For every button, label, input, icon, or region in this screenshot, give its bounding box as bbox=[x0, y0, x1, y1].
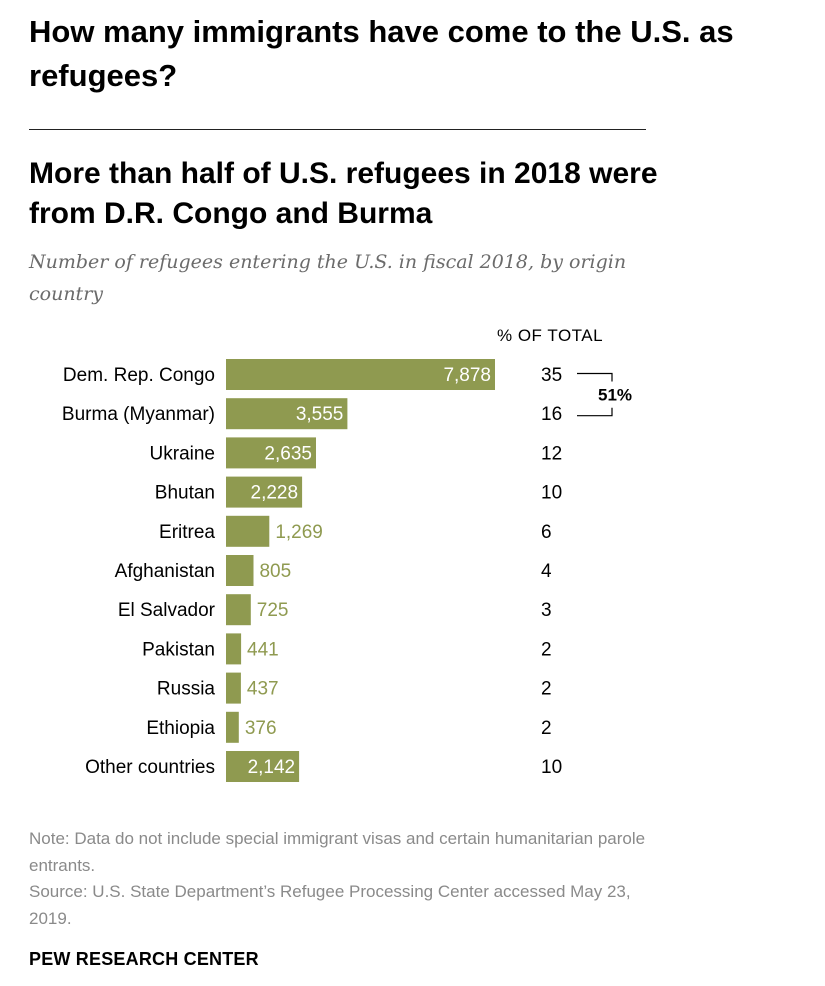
bar-row-other-countries: Other countries 2,142 10 bbox=[85, 751, 562, 782]
bar-dem-rep-congo bbox=[226, 359, 495, 390]
pct-label-eritrea: 6 bbox=[541, 522, 552, 543]
pct-label-ethiopia: 2 bbox=[541, 718, 552, 739]
pct-label-pakistan: 2 bbox=[541, 639, 552, 660]
pct-label-bhutan: 10 bbox=[541, 483, 562, 504]
bar-row-bhutan: Bhutan 2,228 10 bbox=[155, 476, 562, 508]
value-label-other-countries: 2,142 bbox=[248, 757, 296, 778]
category-label-pakistan: Pakistan bbox=[142, 639, 215, 660]
pct-label-dem-rep-congo: 35 bbox=[541, 365, 562, 386]
category-label-ethiopia: Ethiopia bbox=[146, 718, 215, 739]
pct-label-ukraine: 12 bbox=[541, 443, 562, 464]
bar-el-salvador bbox=[226, 594, 251, 626]
bar-eritrea bbox=[226, 515, 270, 547]
category-label-bhutan: Bhutan bbox=[155, 483, 215, 504]
value-label-bhutan: 2,228 bbox=[251, 483, 299, 504]
bar-ukraine bbox=[226, 437, 316, 469]
category-label-eritrea: Eritrea bbox=[159, 522, 215, 543]
category-label-afghanistan: Afghanistan bbox=[115, 561, 215, 582]
chart-notes: Note: Data do not include special immigr… bbox=[29, 826, 669, 932]
value-label-dem-rep-congo: 7,878 bbox=[443, 365, 491, 386]
chart-subtitle: Number of refugees entering the U.S. in … bbox=[29, 251, 627, 305]
bar-burma-myanmar bbox=[226, 398, 348, 430]
page-heading: How many immigrants have come to the U.S… bbox=[29, 14, 734, 93]
category-label-el-salvador: El Salvador bbox=[118, 600, 216, 621]
value-label-pakistan: 441 bbox=[247, 639, 279, 660]
value-label-el-salvador: 725 bbox=[257, 600, 289, 621]
brand-logo-text: PEW RESEARCH CENTER bbox=[29, 949, 259, 969]
chart-title: More than half of U.S. refugees in 2018 … bbox=[29, 157, 658, 230]
value-label-afghanistan: 805 bbox=[259, 561, 291, 582]
bar-rows: Dem. Rep. Congo 7,878 35 Burma (Myanmar) 3,5… bbox=[62, 359, 562, 782]
bar-bhutan bbox=[226, 476, 303, 508]
bar-row-pakistan: Pakistan 441 2 bbox=[142, 633, 552, 665]
value-label-russia: 437 bbox=[247, 679, 279, 700]
bar-other-countries bbox=[226, 751, 300, 782]
pct-label-burma-myanmar: 16 bbox=[541, 404, 562, 425]
bar-row-eritrea: Eritrea 1,269 6 bbox=[159, 515, 552, 547]
category-label-other-countries: Other countries bbox=[85, 757, 215, 778]
bar-row-russia: Russia 437 2 bbox=[157, 672, 552, 704]
bar-row-el-salvador: El Salvador 725 3 bbox=[118, 594, 552, 626]
bracket-label: 51% bbox=[598, 386, 632, 405]
bracket-annotation: 51% bbox=[577, 372, 632, 417]
value-label-ethiopia: 376 bbox=[245, 718, 277, 739]
bar-row-ethiopia: Ethiopia 376 2 bbox=[146, 711, 552, 743]
value-label-eritrea: 1,269 bbox=[275, 522, 323, 543]
category-label-dem-rep-congo: Dem. Rep. Congo bbox=[63, 365, 215, 386]
source-text: Source: U.S. State Department’s Refugee … bbox=[29, 882, 631, 928]
bar-pakistan bbox=[226, 633, 242, 665]
bar-russia bbox=[226, 672, 241, 704]
pct-label-el-salvador: 3 bbox=[541, 600, 552, 621]
value-label-burma-myanmar: 3,555 bbox=[296, 404, 344, 425]
pct-label-russia: 2 bbox=[541, 679, 552, 700]
refugees-bar-chart: % OF TOTAL Dem. Rep. Congo 7,878 35 Burma (… bbox=[62, 326, 632, 782]
category-label-russia: Russia bbox=[157, 679, 216, 700]
value-label-ukraine: 2,635 bbox=[264, 443, 312, 464]
section-divider bbox=[29, 129, 646, 130]
bar-ethiopia bbox=[226, 711, 239, 743]
pct-label-afghanistan: 4 bbox=[541, 561, 552, 582]
bar-row-afghanistan: Afghanistan 805 4 bbox=[115, 555, 552, 586]
bar-row-burma-myanmar: Burma (Myanmar) 3,555 16 bbox=[62, 398, 562, 430]
bar-afghanistan bbox=[226, 555, 254, 586]
category-label-burma-myanmar: Burma (Myanmar) bbox=[62, 404, 215, 425]
bracket-line bbox=[577, 372, 613, 417]
category-label-ukraine: Ukraine bbox=[150, 443, 215, 464]
bar-row-ukraine: Ukraine 2,635 12 bbox=[150, 437, 562, 469]
bar-row-dem-rep-congo: Dem. Rep. Congo 7,878 35 bbox=[63, 359, 562, 390]
pct-column-header: % OF TOTAL bbox=[497, 326, 603, 345]
note-text: Note: Data do not include special immigr… bbox=[29, 829, 646, 875]
pct-label-other-countries: 10 bbox=[541, 757, 562, 778]
